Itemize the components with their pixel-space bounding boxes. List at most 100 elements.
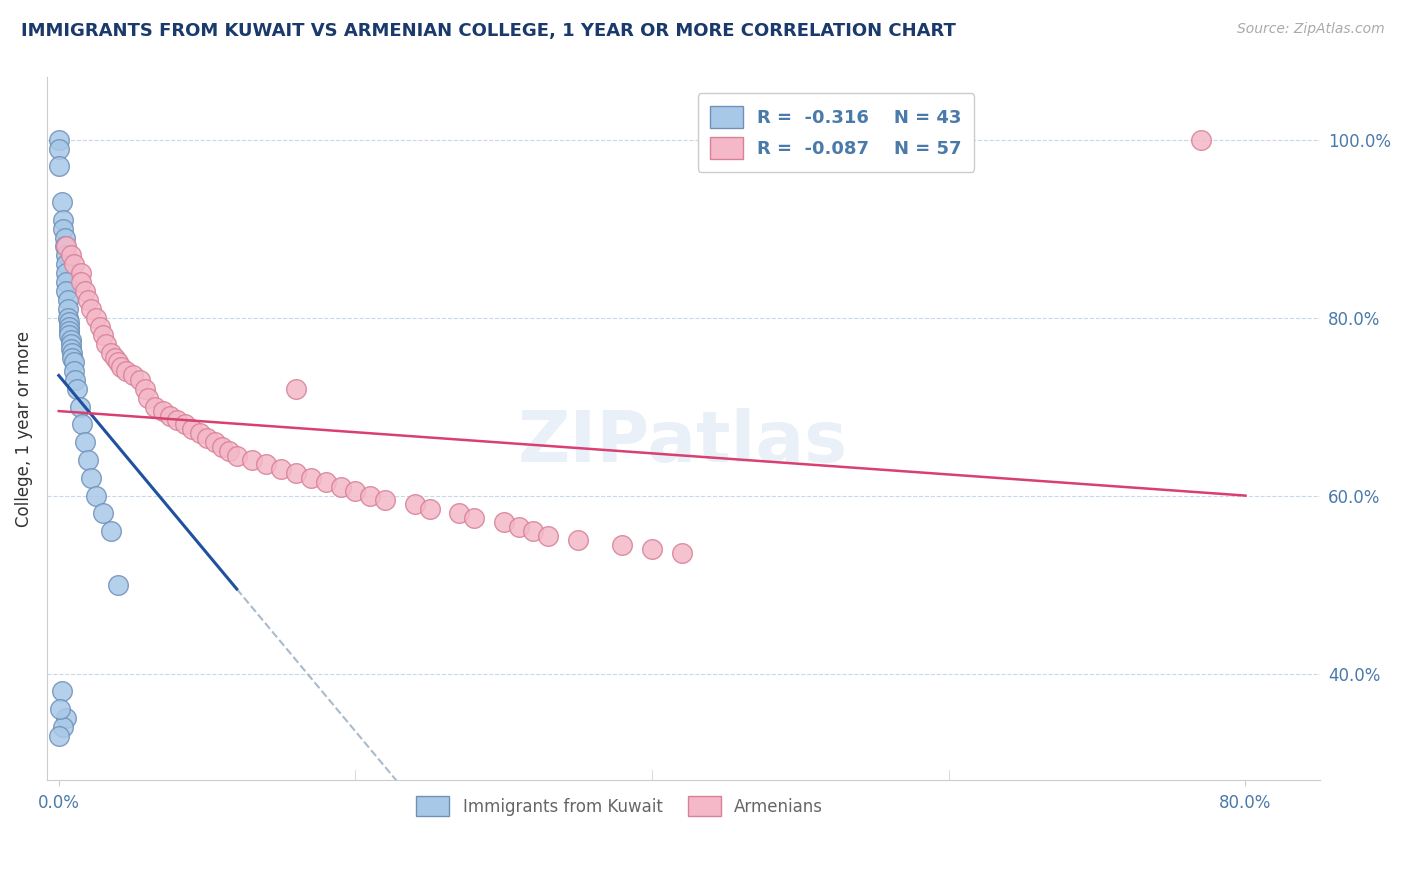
- Point: [315, 475, 337, 490]
- Point: [1189, 133, 1212, 147]
- Point: [48, 160, 70, 174]
- Point: [75, 284, 97, 298]
- Point: [84, 489, 107, 503]
- Point: [58, 324, 80, 338]
- Point: [55, 248, 77, 262]
- Point: [48, 142, 70, 156]
- Point: [53, 230, 76, 244]
- Point: [80, 301, 103, 316]
- Point: [55, 239, 77, 253]
- Point: [84, 310, 107, 325]
- Point: [48, 729, 70, 743]
- Point: [56, 293, 79, 307]
- Point: [52, 212, 75, 227]
- Point: [143, 400, 166, 414]
- Point: [508, 520, 530, 534]
- Y-axis label: College, 1 year or more: College, 1 year or more: [15, 331, 32, 527]
- Point: [58, 319, 80, 334]
- Point: [51, 684, 73, 698]
- Point: [63, 373, 86, 387]
- Point: [110, 359, 132, 374]
- Point: [612, 537, 634, 551]
- Point: [72, 417, 94, 432]
- Point: [225, 449, 247, 463]
- Point: [59, 248, 82, 262]
- Point: [53, 239, 76, 253]
- Point: [374, 493, 396, 508]
- Point: [122, 368, 145, 383]
- Point: [107, 355, 129, 369]
- Point: [77, 293, 100, 307]
- Point: [195, 431, 218, 445]
- Point: [285, 467, 308, 481]
- Point: [104, 351, 127, 365]
- Point: [60, 351, 83, 365]
- Point: [159, 409, 181, 423]
- Point: [96, 337, 118, 351]
- Point: [62, 364, 84, 378]
- Point: [75, 435, 97, 450]
- Point: [59, 337, 82, 351]
- Point: [240, 453, 263, 467]
- Point: [77, 453, 100, 467]
- Point: [60, 346, 83, 360]
- Point: [49, 702, 72, 716]
- Point: [58, 315, 80, 329]
- Point: [89, 319, 111, 334]
- Point: [211, 440, 233, 454]
- Point: [59, 333, 82, 347]
- Point: [100, 346, 122, 360]
- Point: [107, 577, 129, 591]
- Point: [329, 480, 352, 494]
- Point: [299, 471, 322, 485]
- Text: ZIPatlas: ZIPatlas: [519, 409, 848, 477]
- Point: [492, 516, 515, 530]
- Point: [463, 511, 485, 525]
- Point: [188, 426, 211, 441]
- Point: [55, 284, 77, 298]
- Point: [91, 328, 114, 343]
- Point: [166, 413, 188, 427]
- Point: [359, 489, 381, 503]
- Point: [65, 382, 87, 396]
- Point: [70, 266, 93, 280]
- Point: [641, 541, 664, 556]
- Text: IMMIGRANTS FROM KUWAIT VS ARMENIAN COLLEGE, 1 YEAR OR MORE CORRELATION CHART: IMMIGRANTS FROM KUWAIT VS ARMENIAN COLLE…: [21, 22, 956, 40]
- Point: [55, 257, 77, 271]
- Point: [449, 507, 471, 521]
- Point: [70, 275, 93, 289]
- Point: [344, 484, 367, 499]
- Point: [62, 257, 84, 271]
- Point: [404, 498, 426, 512]
- Point: [181, 422, 204, 436]
- Point: [270, 462, 292, 476]
- Point: [55, 275, 77, 289]
- Point: [55, 711, 77, 725]
- Point: [152, 404, 174, 418]
- Point: [91, 507, 114, 521]
- Point: [537, 528, 560, 542]
- Point: [58, 328, 80, 343]
- Point: [52, 720, 75, 734]
- Point: [218, 444, 240, 458]
- Point: [56, 301, 79, 316]
- Point: [136, 391, 159, 405]
- Point: [254, 458, 277, 472]
- Point: [56, 310, 79, 325]
- Point: [69, 400, 91, 414]
- Point: [129, 373, 152, 387]
- Point: [671, 546, 693, 560]
- Point: [134, 382, 156, 396]
- Point: [114, 364, 136, 378]
- Point: [59, 342, 82, 356]
- Point: [62, 355, 84, 369]
- Point: [173, 417, 195, 432]
- Point: [419, 502, 441, 516]
- Point: [100, 524, 122, 538]
- Point: [285, 382, 308, 396]
- Point: [204, 435, 226, 450]
- Point: [52, 221, 75, 235]
- Point: [55, 266, 77, 280]
- Text: Source: ZipAtlas.com: Source: ZipAtlas.com: [1237, 22, 1385, 37]
- Point: [567, 533, 589, 547]
